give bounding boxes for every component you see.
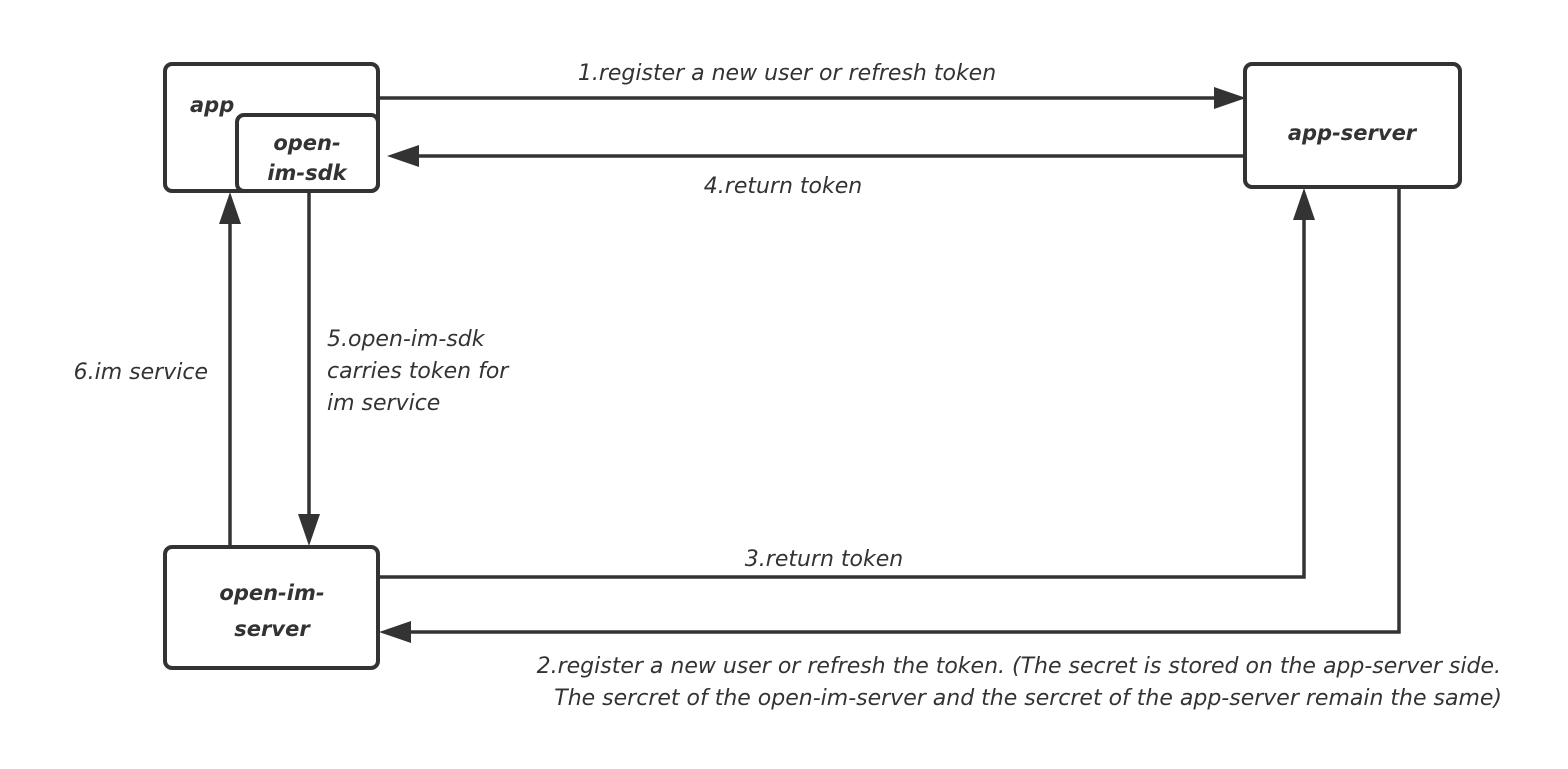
- node-app-label: app: [190, 93, 234, 117]
- edge-6-label: 6.im service: [74, 360, 208, 385]
- node-im-server-label-2: server: [234, 617, 311, 641]
- node-open-im-sdk[interactable]: open- im-sdk: [235, 113, 380, 193]
- edge-5-label-3: im service: [327, 391, 440, 416]
- edge-4-label: 4.return token: [704, 174, 862, 199]
- edge-1-register: 1.register a new user or refresh token: [378, 61, 1246, 109]
- node-app-server[interactable]: app-server: [1243, 62, 1462, 189]
- edge-1-label: 1.register a new user or refresh token: [578, 61, 996, 86]
- edge-2-register: 2.register a new user or refresh the tok…: [379, 187, 1502, 711]
- edge-5-sdk-token: 5.open-im-sdk carries token for im servi…: [298, 191, 510, 546]
- edge-4-return-token: 4.return token: [387, 145, 1245, 199]
- edge-2-label-2: The sercret of the open-im-server and th…: [554, 686, 1502, 711]
- edge-5-label-2: carries token for: [327, 359, 510, 384]
- node-sdk-label-1: open-: [273, 131, 340, 155]
- node-im-server-label-1: open-im-: [219, 581, 324, 605]
- edge-5-label-1: 5.open-im-sdk: [327, 327, 486, 352]
- edge-6-im-service: 6.im service: [74, 192, 241, 547]
- edge-3-return-token: 3.return token: [378, 188, 1315, 579]
- node-app-server-label: app-server: [1288, 121, 1418, 145]
- edge-2-label-1: 2.register a new user or refresh the tok…: [537, 654, 1501, 679]
- node-open-im-server[interactable]: open-im- server: [163, 545, 380, 670]
- node-sdk-label-2: im-sdk: [267, 161, 348, 185]
- edge-3-label: 3.return token: [745, 547, 903, 572]
